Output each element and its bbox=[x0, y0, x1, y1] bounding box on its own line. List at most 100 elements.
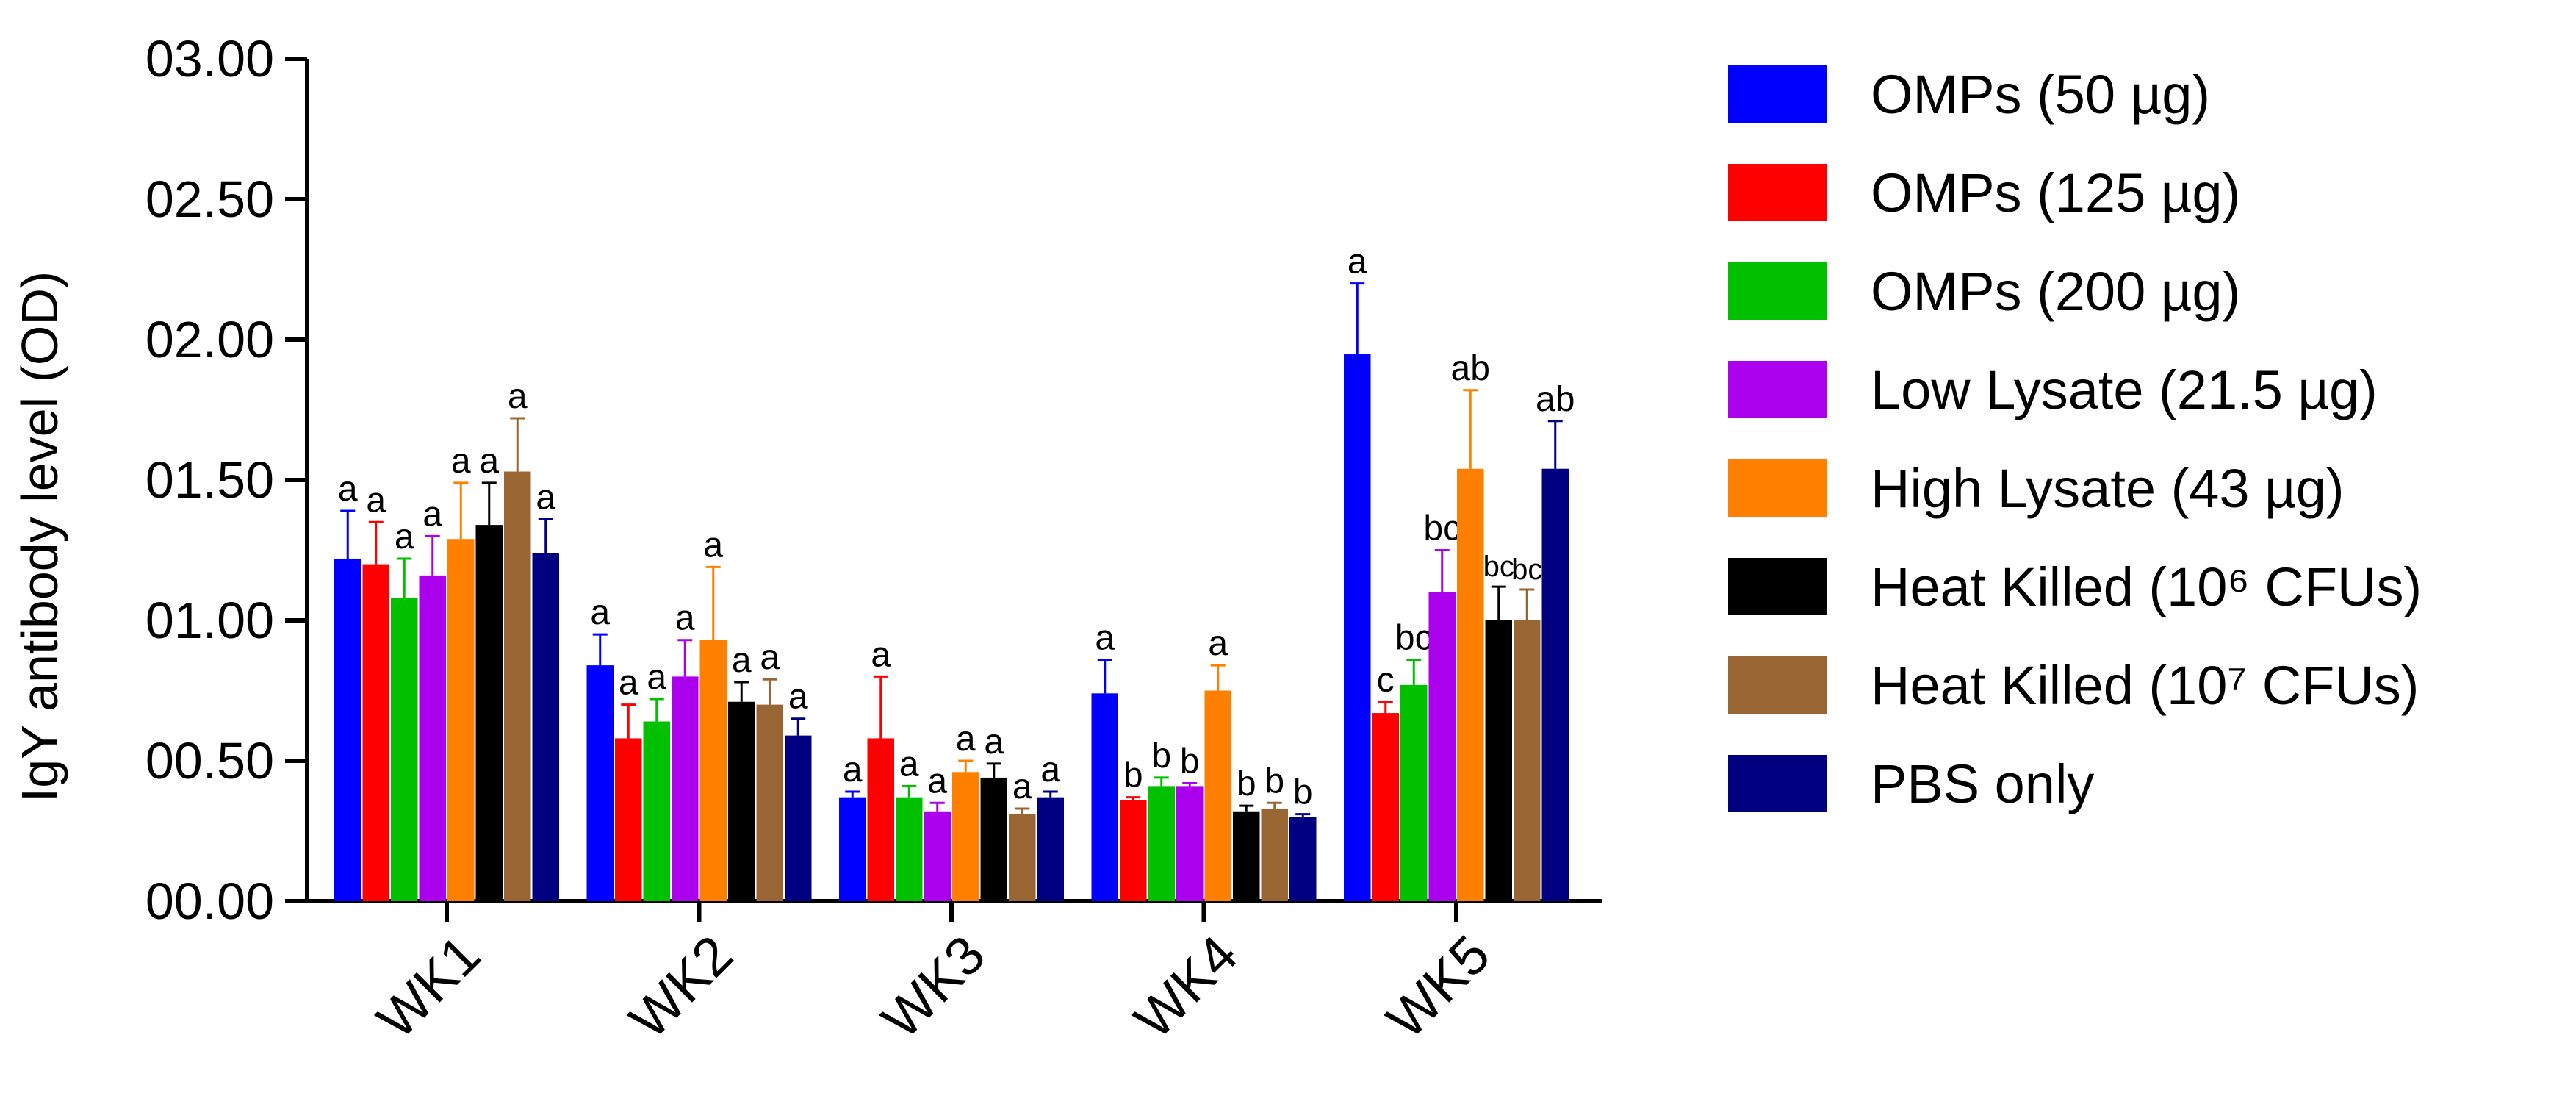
x-tick-label: WK1 bbox=[365, 924, 492, 1050]
bar bbox=[615, 738, 642, 901]
significance-letter: b bbox=[1264, 762, 1284, 800]
y-tick-label: 00.50 bbox=[145, 732, 274, 789]
legend: OMPs (50 µg) OMPs (125 µg) OMPs (200 µg) Lo… bbox=[1728, 64, 2422, 814]
significance-letter: b bbox=[1123, 756, 1143, 795]
bar bbox=[419, 575, 446, 901]
significance-letter: b bbox=[1293, 773, 1313, 812]
bar bbox=[1204, 690, 1231, 901]
significance-letter: a bbox=[479, 442, 499, 481]
bar bbox=[896, 797, 923, 901]
significance-letter: a bbox=[1095, 618, 1115, 657]
significance-letter: a bbox=[536, 478, 555, 517]
bar bbox=[362, 564, 389, 901]
significance-letter: bc bbox=[1395, 618, 1433, 657]
bar bbox=[334, 558, 361, 901]
legend-label: PBS only bbox=[1871, 753, 2094, 814]
bar bbox=[1514, 620, 1541, 901]
bar bbox=[504, 471, 531, 901]
bar bbox=[867, 738, 894, 901]
significance-letter: bc bbox=[1483, 551, 1514, 583]
significance-letter: a bbox=[1208, 624, 1228, 663]
significance-letter: a bbox=[451, 442, 471, 481]
bar bbox=[756, 704, 783, 901]
significance-letter: a bbox=[1348, 243, 1367, 282]
bar bbox=[1009, 814, 1036, 901]
bar bbox=[643, 721, 670, 901]
significance-letter: bc bbox=[1511, 554, 1542, 586]
bar bbox=[839, 797, 866, 901]
significance-letter: a bbox=[338, 470, 358, 509]
legend-swatch bbox=[1728, 164, 1827, 221]
significance-letter: a bbox=[422, 495, 442, 534]
legend-swatch bbox=[1728, 459, 1827, 517]
legend-label: OMPs (200 µg) bbox=[1871, 261, 2240, 322]
bar bbox=[1457, 468, 1484, 901]
legend-label: Heat Killed (10⁶ CFUs) bbox=[1871, 556, 2422, 617]
significance-letter: a bbox=[984, 723, 1004, 762]
x-tick-label: WK3 bbox=[870, 924, 996, 1050]
bar bbox=[980, 777, 1007, 901]
significance-letter: a bbox=[1012, 767, 1032, 806]
legend-label: OMPs (125 µg) bbox=[1871, 162, 2240, 223]
x-tick-label: WK2 bbox=[618, 924, 744, 1050]
y-tick-label: 02.00 bbox=[145, 311, 274, 368]
x-tick-label: WK4 bbox=[1123, 924, 1249, 1050]
significance-letter: b bbox=[1237, 764, 1256, 803]
bar bbox=[728, 701, 755, 901]
significance-letter: a bbox=[843, 750, 863, 789]
significance-letter: a bbox=[760, 638, 780, 677]
legend-swatch bbox=[1728, 656, 1827, 714]
significance-letter: a bbox=[732, 641, 752, 680]
y-tick-label: 01.50 bbox=[145, 451, 274, 509]
y-tick-label: 02.50 bbox=[145, 171, 274, 228]
significance-letter: a bbox=[927, 762, 947, 800]
significance-letter: a bbox=[590, 593, 610, 632]
y-tick-label: 01.00 bbox=[145, 592, 274, 649]
bar bbox=[1148, 786, 1175, 901]
significance-letter: ab bbox=[1536, 380, 1575, 419]
significance-letter: a bbox=[647, 658, 666, 697]
significance-letter: a bbox=[508, 377, 528, 416]
bar bbox=[1400, 684, 1428, 901]
legend-swatch bbox=[1728, 558, 1827, 615]
significance-letter: a bbox=[1040, 750, 1060, 789]
legend-label: Heat Killed (10⁷ CFUs) bbox=[1871, 655, 2419, 716]
significance-letter: a bbox=[675, 599, 695, 638]
significance-letter: a bbox=[788, 678, 808, 717]
legend-swatch bbox=[1728, 65, 1827, 123]
legend-label: High Lysate (43 µg) bbox=[1871, 458, 2345, 519]
bar bbox=[672, 676, 699, 901]
bar bbox=[1428, 592, 1456, 901]
y-tick-label: 00.00 bbox=[145, 873, 274, 930]
bar bbox=[1344, 354, 1371, 902]
legend-label: Low Lysate (21.5 µg) bbox=[1871, 359, 2378, 420]
significance-letter: a bbox=[395, 517, 414, 556]
significance-letter: b bbox=[1151, 737, 1171, 775]
bar bbox=[785, 735, 812, 901]
legend-swatch bbox=[1728, 755, 1827, 812]
bar bbox=[1233, 811, 1260, 901]
significance-letter: a bbox=[619, 664, 638, 703]
significance-letter: b bbox=[1180, 742, 1200, 781]
bar bbox=[391, 598, 418, 901]
legend-swatch bbox=[1728, 262, 1827, 320]
x-tick-label: WK5 bbox=[1375, 924, 1501, 1050]
legend-label: OMPs (50 µg) bbox=[1871, 64, 2210, 125]
bar bbox=[1037, 797, 1064, 901]
x-axis: WK1 WK2 WK3 WK4 WK5 bbox=[307, 899, 1602, 1050]
significance-letter: a bbox=[899, 745, 919, 784]
bar bbox=[1541, 468, 1569, 901]
bar bbox=[1289, 817, 1317, 901]
bar bbox=[447, 539, 475, 901]
significance-letter: ab bbox=[1451, 349, 1490, 388]
significance-letter: a bbox=[366, 481, 386, 520]
bar bbox=[532, 553, 559, 901]
y-axis-label: IgY antibody level (OD) bbox=[11, 271, 68, 802]
significance-letter: a bbox=[871, 635, 891, 674]
bar bbox=[1176, 786, 1204, 901]
significance-letter: a bbox=[703, 526, 723, 565]
significance-letter: c bbox=[1377, 661, 1395, 700]
bar bbox=[1372, 713, 1399, 901]
